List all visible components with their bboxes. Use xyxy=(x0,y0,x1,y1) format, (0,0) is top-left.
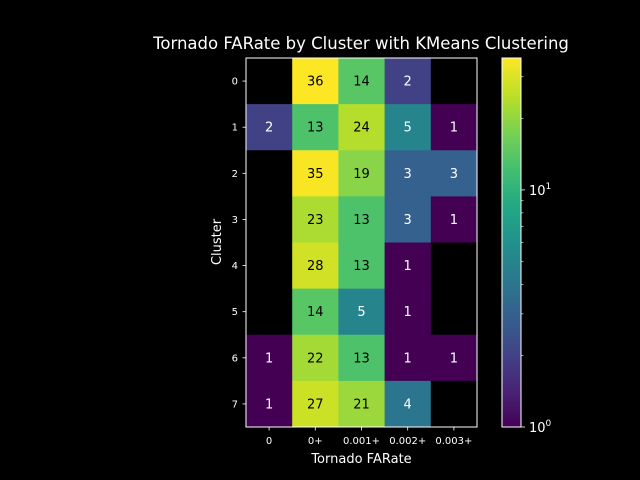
heatmap-cell xyxy=(292,334,339,382)
heatmap-cell xyxy=(338,334,385,382)
cell-value-label: 1 xyxy=(265,397,273,412)
heatmap-cell xyxy=(246,104,293,151)
cell-value-label: 4 xyxy=(404,397,412,412)
cell-value-label: 1 xyxy=(450,351,458,366)
chart-title: Tornado FARate by Cluster with KMeans Cl… xyxy=(152,34,569,53)
heatmap-cell-empty xyxy=(246,196,293,243)
cell-value-label: 1 xyxy=(450,213,458,228)
heatmap-cell xyxy=(292,150,339,197)
heatmap-cell-empty xyxy=(430,58,477,105)
y-tick-label: 5 xyxy=(232,307,238,318)
heatmap-cell-empty xyxy=(246,58,293,105)
cell-value-label: 1 xyxy=(265,351,273,366)
y-tick-label: 7 xyxy=(232,399,238,410)
heatmap-cell xyxy=(384,196,432,243)
heatmap-cell xyxy=(338,242,385,290)
cell-value-label: 3 xyxy=(404,213,412,228)
cell-value-label: 27 xyxy=(307,397,324,412)
heatmap-cell xyxy=(338,196,385,243)
x-tick-label: 0+ xyxy=(308,436,323,447)
cell-value-label: 19 xyxy=(353,167,370,182)
cell-value-label: 2 xyxy=(265,121,273,136)
heatmap-cell xyxy=(430,196,478,243)
heatmap-cell xyxy=(384,334,432,382)
heatmap-cell xyxy=(292,242,339,290)
heatmap-cell-empty xyxy=(430,242,477,289)
cell-value-label: 21 xyxy=(353,397,370,412)
heatmap-cell-empty xyxy=(430,380,477,427)
cell-value-label: 14 xyxy=(353,75,370,90)
heatmap-cell xyxy=(338,58,385,105)
heatmap-cell xyxy=(384,288,432,336)
y-tick-label: 6 xyxy=(232,353,238,364)
heatmap-cell-empty xyxy=(246,288,293,335)
heatmap-cell-empty xyxy=(246,242,293,289)
colorbar-tick-label: 100 xyxy=(529,419,552,436)
heatmap-cell xyxy=(384,104,432,151)
heatmap-cell xyxy=(384,58,432,105)
cell-value-label: 22 xyxy=(307,351,324,366)
cell-value-label: 13 xyxy=(353,213,370,228)
heatmap-cell-empty xyxy=(430,288,477,335)
cell-value-label: 14 xyxy=(307,305,324,320)
heatmap-cell xyxy=(292,196,339,243)
heatmap-cell xyxy=(384,150,432,197)
y-tick-label: 4 xyxy=(232,261,238,272)
cell-value-label: 28 xyxy=(307,259,324,274)
cell-value-label: 13 xyxy=(307,121,324,136)
heatmap-cell xyxy=(292,58,339,105)
heatmap-cell xyxy=(246,380,293,428)
colorbar-gradient xyxy=(501,57,522,428)
cell-value-label: 1 xyxy=(404,305,412,320)
heatmap-cell xyxy=(338,150,385,197)
cell-value-label: 3 xyxy=(450,167,458,182)
heatmap-cell xyxy=(338,380,385,428)
y-tick-label: 1 xyxy=(232,123,238,134)
heatmap-cell xyxy=(246,334,293,382)
x-tick-label: 0.002+ xyxy=(389,436,426,447)
y-tick-label: 3 xyxy=(232,215,238,226)
heatmap-cell-empty xyxy=(246,150,293,197)
heatmap-cell xyxy=(338,104,385,151)
heatmap-cell xyxy=(338,288,385,336)
cell-value-label: 1 xyxy=(404,259,412,274)
cell-value-label: 23 xyxy=(307,213,324,228)
heatmap-cell xyxy=(292,380,339,428)
colorbar-tick-label: 101 xyxy=(529,182,551,199)
cell-value-label: 13 xyxy=(353,259,370,274)
heatmap-cell xyxy=(292,288,339,336)
cell-value-label: 5 xyxy=(404,121,412,136)
heatmap-cell xyxy=(430,104,478,151)
y-axis-label: Cluster xyxy=(210,218,225,265)
colorbar: 100 101 xyxy=(501,57,552,436)
cell-value-label: 36 xyxy=(307,75,324,90)
y-tick-label: 2 xyxy=(232,169,238,180)
y-tick-label: 0 xyxy=(232,77,238,88)
x-tick-label: 0.003+ xyxy=(435,436,472,447)
cell-value-label: 5 xyxy=(357,305,365,320)
cell-value-label: 2 xyxy=(404,75,412,90)
cell-value-label: 35 xyxy=(307,167,324,182)
heatmap-cell xyxy=(430,334,478,382)
heatmap-cell xyxy=(292,104,339,151)
cell-value-label: 1 xyxy=(450,121,458,136)
cell-value-label: 13 xyxy=(353,351,370,366)
cell-value-label: 1 xyxy=(404,351,412,366)
heatmap-cells: 36 14 22 13 24 5 135 19 3 323 13 3 128 13 114 5 11 22 13 1 1… xyxy=(246,58,478,428)
x-axis-label: Tornado FARate xyxy=(310,452,411,467)
x-tick-label: 0.001+ xyxy=(343,436,380,447)
heatmap-cell xyxy=(384,242,432,290)
heatmap-cell xyxy=(384,380,432,428)
cell-value-label: 3 xyxy=(404,167,412,182)
x-tick-label: 0 xyxy=(266,436,272,447)
heatmap-cell xyxy=(430,150,478,197)
cell-value-label: 24 xyxy=(353,121,370,136)
